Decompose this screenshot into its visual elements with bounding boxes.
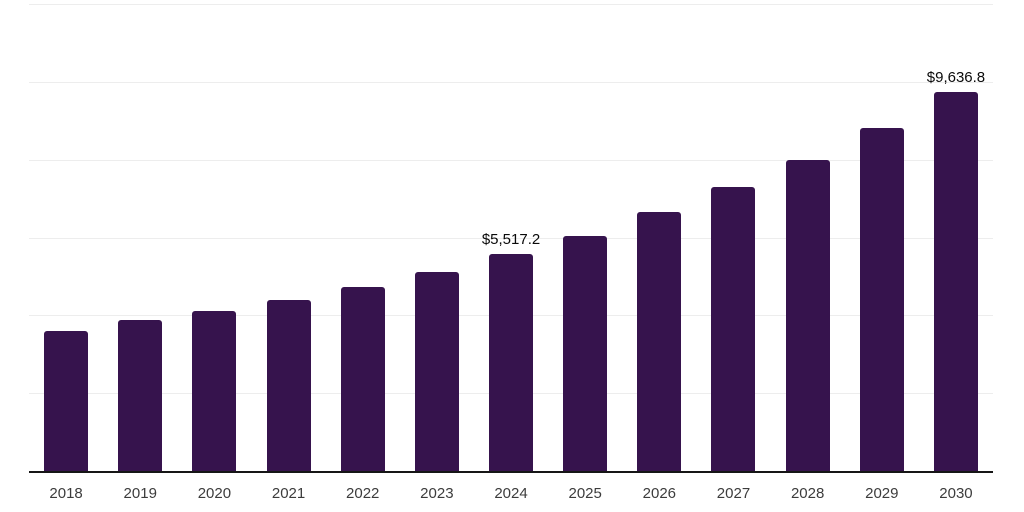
bar-2030 — [933, 92, 978, 471]
bar-2020 — [192, 310, 237, 471]
x-tick-2023: 2023 — [420, 485, 454, 502]
data-label-2030: $9,636.8 — [926, 69, 986, 87]
x-tick-2018: 2018 — [49, 485, 83, 502]
gridline — [29, 81, 993, 83]
bar-slot-2020 — [177, 4, 251, 471]
bar-2028 — [785, 159, 830, 471]
bar-slot-2022 — [326, 4, 400, 471]
bar-slot-2030: $9,636.8 — [919, 4, 993, 471]
bar-2022 — [340, 287, 385, 471]
bar-2027 — [711, 186, 756, 471]
bar-slot-2025 — [548, 4, 622, 471]
bar-slot-2019 — [103, 4, 177, 471]
bar-2029 — [859, 128, 904, 471]
x-tick-2020: 2020 — [197, 485, 232, 502]
x-tick-2026: 2026 — [642, 485, 677, 502]
bar-slot-2027 — [696, 4, 770, 471]
x-tick-2027: 2027 — [716, 485, 751, 502]
bar-2023 — [414, 272, 459, 471]
bar-slot-2023 — [400, 4, 474, 471]
bars-container: $5,517.2 $9,636.8 — [29, 4, 993, 471]
bar-2025 — [563, 235, 608, 471]
x-tick-2029: 2029 — [865, 485, 899, 502]
bar-slot-2021 — [251, 4, 325, 471]
x-tick-2025: 2025 — [568, 485, 602, 502]
gridline — [29, 237, 993, 239]
plot-area: $5,517.2 $9,636.8 — [29, 4, 993, 473]
bar-slot-2029 — [845, 4, 919, 471]
bar-2026 — [637, 212, 682, 471]
x-tick-2019: 2019 — [123, 485, 157, 502]
gridline — [29, 159, 993, 161]
x-tick-2021: 2021 — [271, 485, 306, 502]
bar-2024 — [489, 254, 534, 471]
x-axis: 2018 2019 2020 2021 2022 2023 2024 2025 2026 2027… — [29, 485, 993, 502]
bar-2018 — [44, 331, 89, 471]
x-tick-2024: 2024 — [494, 485, 528, 502]
bar-slot-2028 — [771, 4, 845, 471]
bar-slot-2024: $5,517.2 — [474, 4, 548, 471]
gridline — [29, 4, 993, 5]
bar-slot-2018 — [29, 4, 103, 471]
bar-2019 — [118, 320, 163, 471]
bar-slot-2026 — [622, 4, 696, 471]
x-tick-2028: 2028 — [790, 485, 825, 502]
x-tick-2030: 2030 — [939, 485, 973, 502]
x-tick-2022: 2022 — [346, 485, 380, 502]
data-label-2024: $5,517.2 — [481, 231, 541, 249]
bar-2021 — [266, 299, 311, 471]
